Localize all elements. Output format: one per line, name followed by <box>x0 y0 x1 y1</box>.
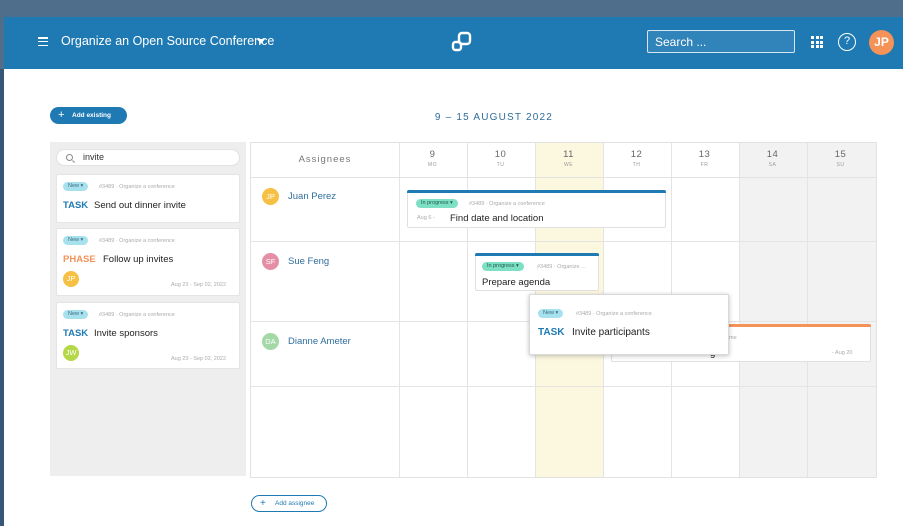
type-color-bar <box>475 253 599 256</box>
search-icon <box>66 154 73 161</box>
filter-search-value[interactable]: invite <box>83 152 105 162</box>
add-assignee-label: Add assignee <box>275 500 315 507</box>
work-package-ref: me <box>729 335 737 341</box>
work-package-title: Follow up invites <box>103 254 174 265</box>
work-package-title: Invite participants <box>572 327 650 338</box>
avatar: SF <box>262 253 279 270</box>
calendar-work-package-card[interactable]: In progress ▾ #3489 · Organize ... Prepa… <box>475 253 599 291</box>
top-header: Organize an Open Source Conference ? JP <box>4 17 903 69</box>
assignee-name[interactable]: Dianne Ameter <box>288 336 351 347</box>
logo-icon[interactable] <box>450 31 474 55</box>
day-number: 10 <box>494 149 507 160</box>
work-package-dates: Aug 23 - Sep 02, 2022 <box>171 282 227 288</box>
work-package-title: Send out dinner invite <box>94 200 186 211</box>
row-divider <box>251 386 876 387</box>
day-name: WE <box>563 162 574 168</box>
calendar-work-package-card[interactable]: In progress ▾ #3489 · Organize a confere… <box>407 190 666 228</box>
work-package-dates: Aug 23 - Sep 02, 2022 <box>171 356 227 362</box>
status-badge[interactable]: New ▾ <box>63 310 89 319</box>
add-existing-label: Add existing <box>72 112 112 119</box>
type-color-bar <box>407 190 666 193</box>
hamburger-icon[interactable] <box>38 37 48 47</box>
work-package-type: TASK <box>63 200 89 211</box>
day-column-tu[interactable] <box>467 143 535 477</box>
day-number: 12 <box>630 149 643 160</box>
assignee-name[interactable]: Sue Feng <box>288 256 330 267</box>
filter-search-field[interactable]: invite <box>56 149 240 166</box>
help-icon[interactable]: ? <box>838 33 856 51</box>
work-package-card[interactable]: New ▾ #3489 · Organize a conference TASK… <box>56 174 240 223</box>
day-column-su[interactable] <box>807 143 876 477</box>
user-avatar[interactable]: JP <box>869 30 894 55</box>
work-package-ref: #3489 · Organize a conference <box>99 312 175 318</box>
calendar-header: Assignees 9 MO 10 TU 11 WE 12 TH 13 FR 1… <box>251 143 876 178</box>
avatar: JW <box>63 345 79 361</box>
window-edge <box>0 69 4 526</box>
day-name: SU <box>836 162 845 168</box>
work-package-title: Prepare agenda <box>482 277 551 288</box>
day-number: 11 <box>563 149 574 160</box>
work-package-ref: #3489 · Organize a conference <box>576 311 652 317</box>
work-package-ref: #3489 · Organize a conference <box>99 184 175 190</box>
day-column-sa[interactable] <box>739 143 807 477</box>
day-name: FR <box>700 162 709 168</box>
dragged-work-package-card[interactable]: New ▾ #3489 · Organize a conference TASK… <box>529 294 729 355</box>
work-package-type: TASK <box>63 328 89 339</box>
row-divider <box>251 241 876 242</box>
week-range-label: 9 – 15 AUGUST 2022 <box>434 112 554 123</box>
work-package-ref: #3489 · Organize a conference <box>469 201 545 207</box>
work-package-search-panel: invite New ▾ #3489 · Organize a conferen… <box>50 142 246 476</box>
work-package-card[interactable]: New ▾ #3489 · Organize a conference PHAS… <box>56 228 240 296</box>
day-number: 15 <box>834 149 847 160</box>
status-badge[interactable]: New ▾ <box>63 182 89 191</box>
work-package-dates: - Aug 20 <box>832 350 853 356</box>
day-name: TU <box>496 162 505 168</box>
add-existing-button[interactable]: + Add existing <box>50 107 127 124</box>
work-package-ref: #3489 · Organize ... <box>537 264 586 270</box>
caret-down-icon[interactable] <box>257 39 265 44</box>
status-badge[interactable]: New ▾ <box>63 236 89 245</box>
add-assignee-button[interactable]: + Add assignee <box>251 495 327 512</box>
day-name: TH <box>632 162 641 168</box>
day-number: 13 <box>698 149 711 160</box>
main-content: + Add existing 9 – 15 AUGUST 2022 invite… <box>4 69 903 526</box>
work-package-type: TASK <box>538 327 565 338</box>
plus-icon: + <box>260 498 266 509</box>
work-package-dates: Aug 6 - <box>417 215 435 221</box>
type-color-bar <box>611 324 871 327</box>
avatar: JP <box>63 271 79 287</box>
assignee-name[interactable]: Juan Perez <box>288 191 337 202</box>
work-package-ref: #3489 · Organize a conference <box>99 238 175 244</box>
day-number: 9 <box>429 149 436 160</box>
avatar: JP <box>262 188 279 205</box>
status-badge[interactable]: In progress ▾ <box>482 262 524 271</box>
project-title[interactable]: Organize an Open Source Conference <box>61 34 275 48</box>
work-package-title: Find date and location <box>450 213 544 224</box>
team-planner-calendar: Assignees 9 MO 10 TU 11 WE 12 TH 13 FR 1… <box>250 142 877 478</box>
work-package-title: Invite sponsors <box>94 328 158 339</box>
avatar: DA <box>262 333 279 350</box>
work-package-type: PHASE <box>63 254 96 265</box>
app-grid-icon[interactable] <box>811 36 823 48</box>
status-badge[interactable]: New ▾ <box>538 309 564 318</box>
work-package-card[interactable]: New ▾ #3489 · Organize a conference TASK… <box>56 302 240 369</box>
day-name: MO <box>427 162 438 168</box>
assignees-header: Assignees <box>298 154 352 165</box>
search-input[interactable] <box>647 30 795 53</box>
day-name: SA <box>768 162 777 168</box>
day-number: 14 <box>766 149 779 160</box>
plus-icon: + <box>58 109 65 121</box>
day-column-mo[interactable] <box>399 143 467 477</box>
status-badge[interactable]: In progress ▾ <box>416 199 458 208</box>
